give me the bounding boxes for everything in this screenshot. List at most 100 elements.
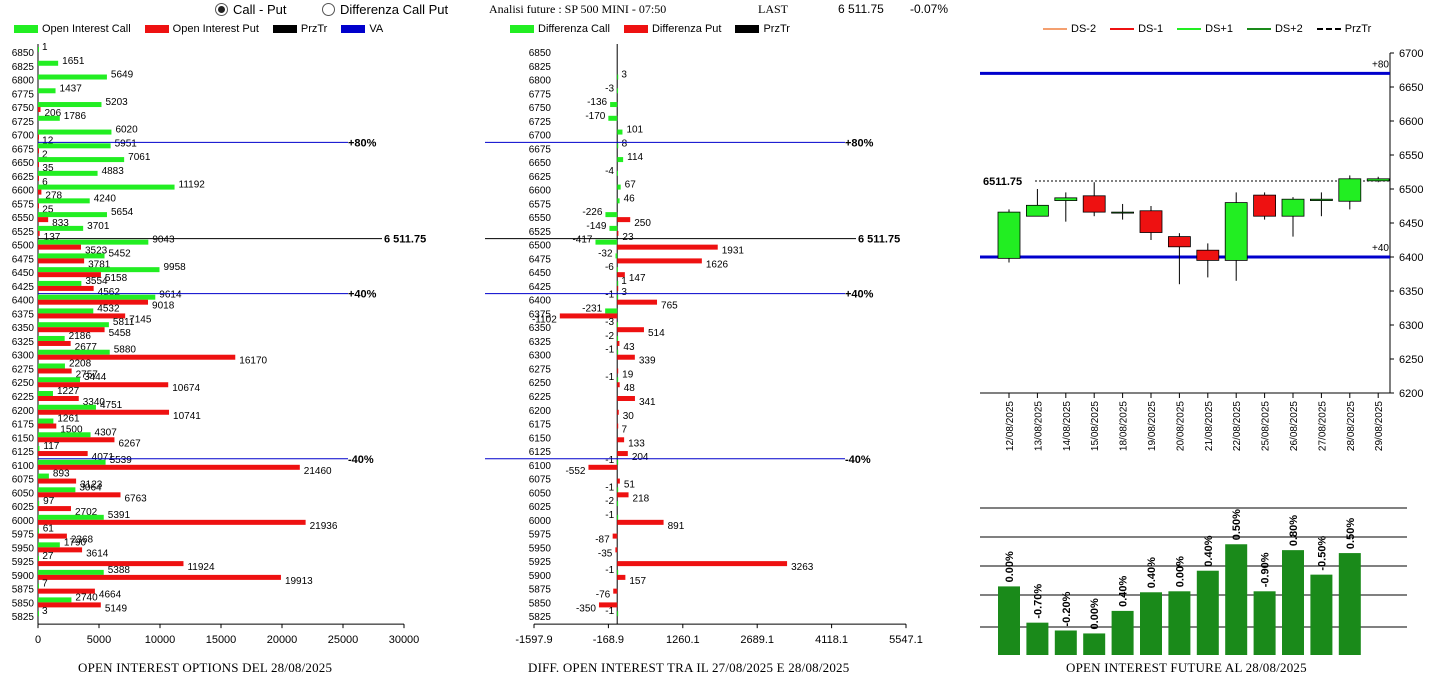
call-bar: [38, 432, 91, 438]
put-bar: [617, 354, 635, 360]
legend-label: DS-1: [1138, 23, 1164, 35]
call-value: 4751: [100, 400, 123, 411]
reference-label: +40%: [348, 289, 377, 301]
call-value: 61: [43, 524, 55, 535]
radio-selected-icon: [215, 2, 228, 16]
future-candlestick-chart: 6700 6650 6600 6550 6500 6450 6400 6350 6300 6250…: [980, 48, 1423, 451]
call-bar: [617, 294, 619, 300]
put-value: 16170: [239, 356, 267, 367]
strike-label: 6200: [12, 406, 35, 417]
strike-label: 6575: [12, 199, 35, 210]
put-bar: [617, 340, 620, 346]
put-value: -35: [598, 548, 613, 559]
candle-body: [1139, 210, 1163, 233]
call-value: 1437: [60, 83, 83, 94]
legend-swatch: [1177, 28, 1202, 30]
put-bar: [38, 423, 57, 429]
call-value: 9043: [152, 235, 175, 246]
put-bar: [617, 258, 702, 264]
put-value: 7: [622, 425, 628, 436]
put-value: 1931: [722, 246, 745, 257]
price-label: 6 511.75: [384, 234, 426, 246]
strike-label: 5975: [12, 530, 35, 541]
put-bar: [38, 134, 39, 140]
reference-label: -40%: [348, 454, 374, 466]
call-value: -3: [605, 317, 614, 328]
call-bar: [595, 239, 618, 245]
call-value: 3064: [79, 482, 102, 493]
put-value: -552: [565, 466, 585, 477]
strike-label: 6350: [529, 323, 552, 334]
y-tick-label: 6650: [1399, 82, 1423, 94]
strike-label: 6525: [12, 227, 35, 238]
call-value: 114: [627, 152, 643, 163]
strike-label: 6000: [12, 516, 35, 527]
x-tick-label: 20/08/2025: [1175, 401, 1186, 451]
strike-label: 6825: [12, 62, 35, 73]
call-bar: [38, 569, 104, 575]
strike-label: 6300: [529, 351, 552, 362]
call-value: 5951: [115, 138, 138, 149]
put-value: 204: [632, 452, 649, 463]
call-bar: [38, 129, 112, 135]
strike-label: 5950: [529, 543, 552, 554]
call-value: 11192: [179, 180, 206, 191]
put-bar: [38, 107, 41, 113]
legend-item: Open Interest Call: [14, 23, 131, 35]
reference-label: +80%: [348, 137, 377, 149]
call-bar: [617, 184, 621, 190]
put-value: 3614: [86, 548, 109, 559]
call-bar: [38, 418, 54, 424]
call-bar: [38, 47, 39, 52]
strike-label: 6050: [529, 488, 552, 499]
put-value: 157: [629, 576, 646, 587]
strike-label: 6275: [12, 364, 35, 375]
call-bar: [616, 267, 618, 273]
put-bar: [38, 162, 39, 168]
call-bar: [38, 597, 72, 603]
call-value: 4307: [95, 427, 118, 438]
strike-label: 6750: [12, 103, 35, 114]
put-value: 7145: [129, 314, 152, 325]
call-value: 1651: [62, 56, 85, 67]
put-bar: [613, 588, 618, 594]
reference-label: +80%: [845, 137, 874, 149]
y-tick-label: 6250: [1399, 354, 1423, 366]
oi-bar-label: 0.00%: [1174, 556, 1186, 587]
x-tick-label: 26/08/2025: [1289, 401, 1300, 451]
put-value: 19: [622, 369, 634, 380]
candle-body: [1167, 236, 1191, 248]
put-bar: [38, 230, 40, 236]
strike-label: 6725: [12, 117, 35, 128]
call-bar: [38, 556, 39, 562]
call-bar: [617, 280, 619, 286]
call-bar: [617, 377, 619, 383]
call-bar: [38, 253, 105, 259]
oi-bar-label: -0.90%: [1260, 552, 1272, 587]
put-value: 2702: [75, 507, 98, 518]
oi-bar: [1168, 591, 1191, 655]
put-bar: [38, 189, 42, 195]
put-value: 765: [661, 301, 678, 312]
legend-swatch: [14, 25, 38, 33]
put-value: 2368: [71, 535, 94, 546]
put-value: 6763: [125, 493, 148, 504]
put-bar: [38, 451, 88, 457]
level-label: +80: [1372, 59, 1389, 70]
put-value: 2677: [75, 342, 98, 353]
put-bar: [38, 492, 121, 498]
x-tick-label: 1260.1: [666, 634, 700, 646]
candle-body: [1366, 178, 1390, 182]
call-bar: [38, 60, 59, 66]
put-bar: [617, 561, 788, 567]
strike-label: 6000: [529, 516, 552, 527]
price-label: 6 511.75: [858, 234, 900, 246]
oi-bar: [1111, 610, 1134, 655]
call-value: 5203: [105, 97, 128, 108]
radio-call-put[interactable]: Call - Put: [215, 0, 286, 18]
strike-label: 5850: [12, 598, 35, 609]
call-bar: [38, 404, 96, 410]
legend-item: DS-1: [1110, 23, 1163, 35]
radio-difference[interactable]: Differenza Call Put: [322, 0, 448, 18]
strike-label: 6425: [529, 282, 552, 293]
